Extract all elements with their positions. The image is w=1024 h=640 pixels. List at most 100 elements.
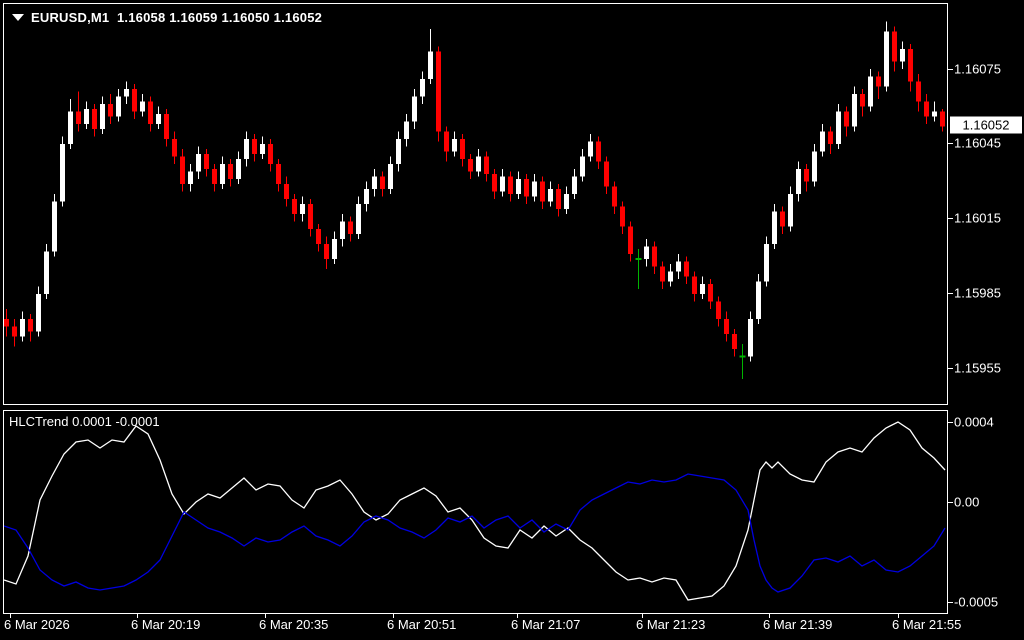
bear-candle [484,156,489,174]
bull-candle [532,181,537,197]
price-axis-tick [948,293,953,294]
current-price-box: 1.16052 [950,116,1022,134]
bull-candle [156,114,161,124]
bull-candle [836,111,841,144]
bear-candle [228,164,233,179]
time-label: 6 Mar 20:35 [259,617,329,632]
bear-candle [164,114,169,139]
bear-candle [708,284,713,302]
bull-candle [20,319,25,337]
bull-candle [84,109,89,124]
bull-candle [428,51,433,79]
time-label: 6 Mar 20:19 [131,617,201,632]
bear-candle [828,131,833,144]
bull-candle [772,211,777,244]
bull-candle [356,204,361,234]
bear-candle [892,31,897,62]
bear-candle [252,139,257,154]
time-tick [10,614,11,618]
ohlc-close: 1.16052 [273,10,323,25]
bear-candle [468,159,473,172]
bear-candle [596,141,601,162]
price-axis-label: 1.16075 [954,61,1001,77]
bear-candle [724,319,729,334]
bear-candle [444,131,449,152]
bear-candle [908,49,913,82]
bull-candle [868,76,873,107]
bear-candle [108,104,113,117]
bear-candle [860,94,865,107]
bear-candle [628,226,633,254]
indicator-value-up: 0.0001 [72,414,112,429]
indicator-axis-label: -0.0005 [954,594,999,610]
indicator-line-layer [4,421,946,601]
bear-candle [492,174,497,192]
indicator-pane[interactable]: HLCTrend 0.0001 -0.0001 [3,410,948,614]
indicator-value-down: -0.0001 [115,414,160,429]
bull-candle [44,251,49,294]
time-tick [898,614,899,618]
bull-candle [364,189,369,204]
bear-candle [324,244,329,259]
bull-candle [36,294,41,332]
time-label: 6 Mar 2026 [4,617,70,632]
indicator-axis-tick [948,602,953,603]
bear-candle [876,76,881,87]
bear-candle [940,111,945,127]
bear-candle [524,179,529,197]
candlestick-layer [4,21,945,379]
time-label: 6 Mar 21:39 [763,617,833,632]
indicator-name: HLCTrend [9,414,69,429]
indicator-axis-label: 0.0004 [954,414,994,430]
candlestick-pane[interactable]: EURUSD,M1 1.16058 1.16059 1.16050 1.1605… [3,3,948,405]
indicator-axis-tick [948,502,953,503]
bull-candle [676,261,681,272]
bear-candle [620,206,625,227]
ohlc-low: 1.16050 [221,10,270,25]
bull-candle [188,171,193,184]
bull-candle [300,204,305,214]
bear-candle [132,89,137,112]
bull-candle [372,176,377,189]
bear-candle [76,111,81,124]
bull-candle [500,176,505,192]
symbol-dropdown-icon[interactable] [12,14,24,21]
time-tick [137,614,138,618]
price-axis-label: 1.15985 [954,285,1001,301]
bear-candle [652,246,657,267]
bull-candle [412,96,417,122]
price-axis-tick [948,143,953,144]
bull-candle [260,144,265,154]
time-tick [769,614,770,618]
bear-candle [4,319,9,327]
bull-candle [420,79,425,97]
price-axis-tick [948,218,953,219]
bear-candle [12,326,17,337]
pane-divider[interactable] [3,405,948,410]
bull-candle [796,169,801,194]
bull-candle [820,131,825,152]
time-tick [517,614,518,618]
bull-candle [140,101,145,112]
bull-candle [388,164,393,189]
bull-candle [396,139,401,164]
bear-candle [316,229,321,244]
time-label: 6 Mar 21:23 [636,617,706,632]
bull-candle [476,156,481,172]
bull-candle [548,189,553,202]
bear-candle [308,204,313,229]
ohlc-open: 1.16058 [117,10,166,25]
time-label: 6 Mar 21:07 [511,617,581,632]
bear-candle [212,169,217,184]
bull-candle [196,154,201,172]
bull-candle [68,111,73,144]
bear-candle [180,156,185,184]
bear-candle [684,261,689,277]
bear-candle [436,51,441,132]
bull-candle [236,159,241,179]
bull-candle [100,104,105,129]
bull-candle [60,144,65,202]
time-tick [265,614,266,618]
indicator-axis-tick [948,422,953,423]
time-label: 6 Mar 21:55 [892,617,962,632]
